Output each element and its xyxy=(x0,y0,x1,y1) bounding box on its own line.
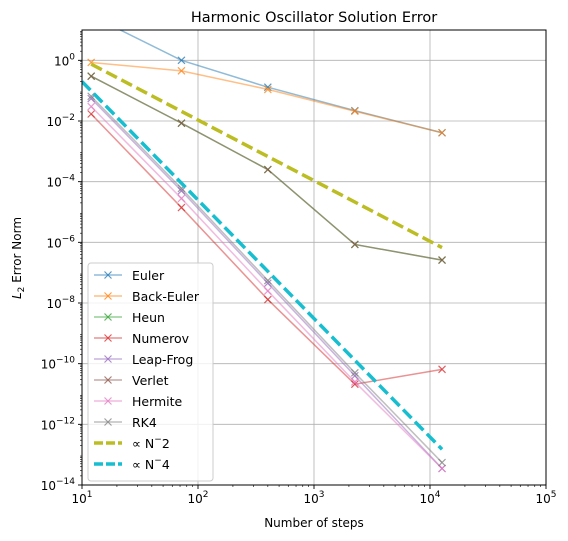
legend-item: Leap-Frog xyxy=(94,352,193,367)
plot-series xyxy=(82,30,446,473)
legend-label: Euler xyxy=(132,268,165,283)
legend-item: Euler xyxy=(94,268,165,283)
legend-marker xyxy=(104,334,112,342)
x-tick-label: 104 xyxy=(419,490,440,506)
series-line xyxy=(90,62,443,250)
legend-marker xyxy=(104,418,112,426)
legend-item: RK4 xyxy=(94,415,157,430)
y-tick-label: 10−2 xyxy=(46,113,75,129)
data-point xyxy=(350,368,359,377)
data-point xyxy=(438,365,446,374)
legend: Euler Back-Euler Heun Numerov Leap-Frog Verle… xyxy=(87,262,214,482)
legend-item: Heun xyxy=(94,310,165,325)
x-tick-label: 105 xyxy=(535,490,556,506)
data-point xyxy=(87,72,96,81)
legend-label: Leap-Frog xyxy=(132,352,193,367)
data-point xyxy=(350,107,359,116)
legend-label: Numerov xyxy=(132,331,190,346)
y-tick-label: 10−4 xyxy=(46,174,75,190)
data-point xyxy=(177,66,186,75)
data-point xyxy=(177,203,186,212)
series-hermite xyxy=(87,102,446,473)
data-point xyxy=(263,276,272,285)
grid xyxy=(82,30,546,485)
y-tick-label: 10−8 xyxy=(46,295,75,311)
data-point xyxy=(263,295,272,304)
data-point xyxy=(177,56,186,65)
y-label-base: L xyxy=(10,292,24,299)
legend-marker xyxy=(104,355,112,363)
legend-marker xyxy=(104,313,112,321)
y-tick-label: 100 xyxy=(54,52,75,68)
data-point xyxy=(350,240,359,249)
data-point xyxy=(350,371,359,380)
legend-label: RK4 xyxy=(132,415,157,430)
data-point xyxy=(438,464,446,473)
y-label-sub: 2 xyxy=(17,287,27,293)
axis-ticks: 101 102 103 104 105 100 10−2 10−4 10−6 10−8 10−10 1… xyxy=(41,31,557,506)
x-tick-label: 102 xyxy=(187,490,208,506)
data-point xyxy=(87,92,96,101)
legend-marker xyxy=(104,397,112,405)
x-tick-label: 103 xyxy=(303,490,324,506)
legend-item: ∝ N−4 xyxy=(94,456,170,472)
x-axis-label: Number of steps xyxy=(264,516,364,530)
series-back-euler xyxy=(87,58,446,137)
data-point xyxy=(263,287,272,295)
y-tick-label: 10−14 xyxy=(41,477,76,493)
data-point xyxy=(438,256,446,265)
y-tick-label: 10−12 xyxy=(41,416,75,432)
legend-item: Hermite xyxy=(94,394,183,409)
data-point xyxy=(350,378,359,386)
legend-label: ∝ N−2 xyxy=(132,435,170,451)
data-point xyxy=(177,119,186,128)
data-point xyxy=(177,194,186,203)
series-n-2 xyxy=(90,62,443,250)
data-point xyxy=(263,85,272,94)
legend-marker xyxy=(104,376,112,384)
legend-item: ∝ N−2 xyxy=(94,435,170,451)
legend-item: Verlet xyxy=(94,373,169,388)
legend-label: Verlet xyxy=(132,373,169,388)
data-point xyxy=(87,102,96,111)
legend-marker xyxy=(104,292,112,300)
data-point xyxy=(350,380,359,389)
legend-marker xyxy=(104,271,112,279)
legend-label: Heun xyxy=(132,310,165,325)
data-point xyxy=(438,128,446,137)
data-point xyxy=(438,458,446,467)
series-verlet xyxy=(87,72,446,265)
legend-label: Hermite xyxy=(132,394,183,409)
data-point xyxy=(87,110,96,118)
data-point xyxy=(263,279,272,288)
y-tick-label: 10−10 xyxy=(41,356,76,372)
data-point xyxy=(87,94,96,103)
series-rk4 xyxy=(87,92,446,467)
legend-label: ∝ N−4 xyxy=(132,456,170,472)
legend-label: Back-Euler xyxy=(132,289,200,304)
series-n-4 xyxy=(82,80,444,451)
legend-item: Numerov xyxy=(94,331,190,346)
data-point xyxy=(177,186,186,195)
y-label-rest: Error Norm xyxy=(10,217,24,287)
x-tick-label: 101 xyxy=(71,490,92,506)
legend-item: Back-Euler xyxy=(94,289,200,304)
data-point xyxy=(263,165,272,174)
y-tick-label: 10−6 xyxy=(46,234,75,250)
chart-title: Harmonic Oscillator Solution Error xyxy=(191,10,437,26)
series-line xyxy=(82,80,444,451)
series-numerov xyxy=(87,110,446,389)
y-axis-label: L2 Error Norm xyxy=(10,217,27,299)
